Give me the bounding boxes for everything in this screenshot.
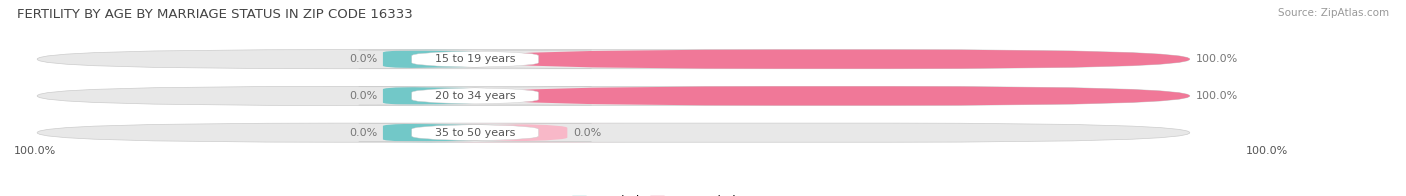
Text: 15 to 19 years: 15 to 19 years xyxy=(434,54,516,64)
Text: 100.0%: 100.0% xyxy=(1195,91,1237,101)
Text: Source: ZipAtlas.com: Source: ZipAtlas.com xyxy=(1278,8,1389,18)
Text: 100.0%: 100.0% xyxy=(1246,146,1288,156)
FancyBboxPatch shape xyxy=(382,50,475,69)
Legend: Married, Unmarried: Married, Unmarried xyxy=(571,195,737,196)
Text: 0.0%: 0.0% xyxy=(349,128,377,138)
FancyBboxPatch shape xyxy=(359,123,592,142)
FancyBboxPatch shape xyxy=(37,123,1189,142)
Text: 0.0%: 0.0% xyxy=(349,91,377,101)
FancyBboxPatch shape xyxy=(359,50,592,68)
Text: 0.0%: 0.0% xyxy=(574,128,602,138)
Text: 35 to 50 years: 35 to 50 years xyxy=(434,128,516,138)
Text: 20 to 34 years: 20 to 34 years xyxy=(434,91,516,101)
FancyBboxPatch shape xyxy=(359,87,592,105)
FancyBboxPatch shape xyxy=(37,86,1189,105)
Text: 100.0%: 100.0% xyxy=(14,146,56,156)
Text: 0.0%: 0.0% xyxy=(349,54,377,64)
FancyBboxPatch shape xyxy=(418,123,626,142)
FancyBboxPatch shape xyxy=(475,86,1189,105)
FancyBboxPatch shape xyxy=(382,123,475,142)
Text: 100.0%: 100.0% xyxy=(1195,54,1237,64)
FancyBboxPatch shape xyxy=(475,50,1189,69)
Text: FERTILITY BY AGE BY MARRIAGE STATUS IN ZIP CODE 16333: FERTILITY BY AGE BY MARRIAGE STATUS IN Z… xyxy=(17,8,412,21)
FancyBboxPatch shape xyxy=(382,86,475,105)
FancyBboxPatch shape xyxy=(37,50,1189,69)
